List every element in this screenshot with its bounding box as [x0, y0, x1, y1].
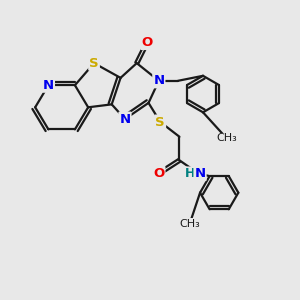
Text: O: O: [141, 36, 153, 49]
Text: S: S: [155, 116, 165, 128]
Text: N: N: [119, 112, 130, 126]
Text: O: O: [153, 167, 164, 180]
Text: N: N: [194, 167, 206, 180]
Text: CH₃: CH₃: [179, 219, 200, 229]
Text: H: H: [184, 167, 195, 180]
Text: CH₃: CH₃: [216, 133, 237, 143]
Text: N: N: [43, 79, 54, 92]
Text: N: N: [153, 74, 164, 87]
Text: S: S: [89, 57, 99, 70]
